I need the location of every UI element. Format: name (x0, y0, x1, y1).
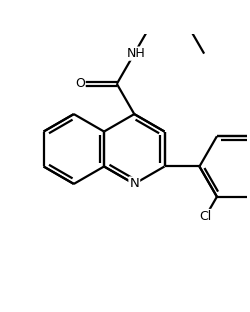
Text: NH: NH (127, 47, 146, 60)
Text: Cl: Cl (200, 210, 212, 223)
Text: O: O (75, 77, 85, 90)
Text: N: N (130, 178, 139, 190)
